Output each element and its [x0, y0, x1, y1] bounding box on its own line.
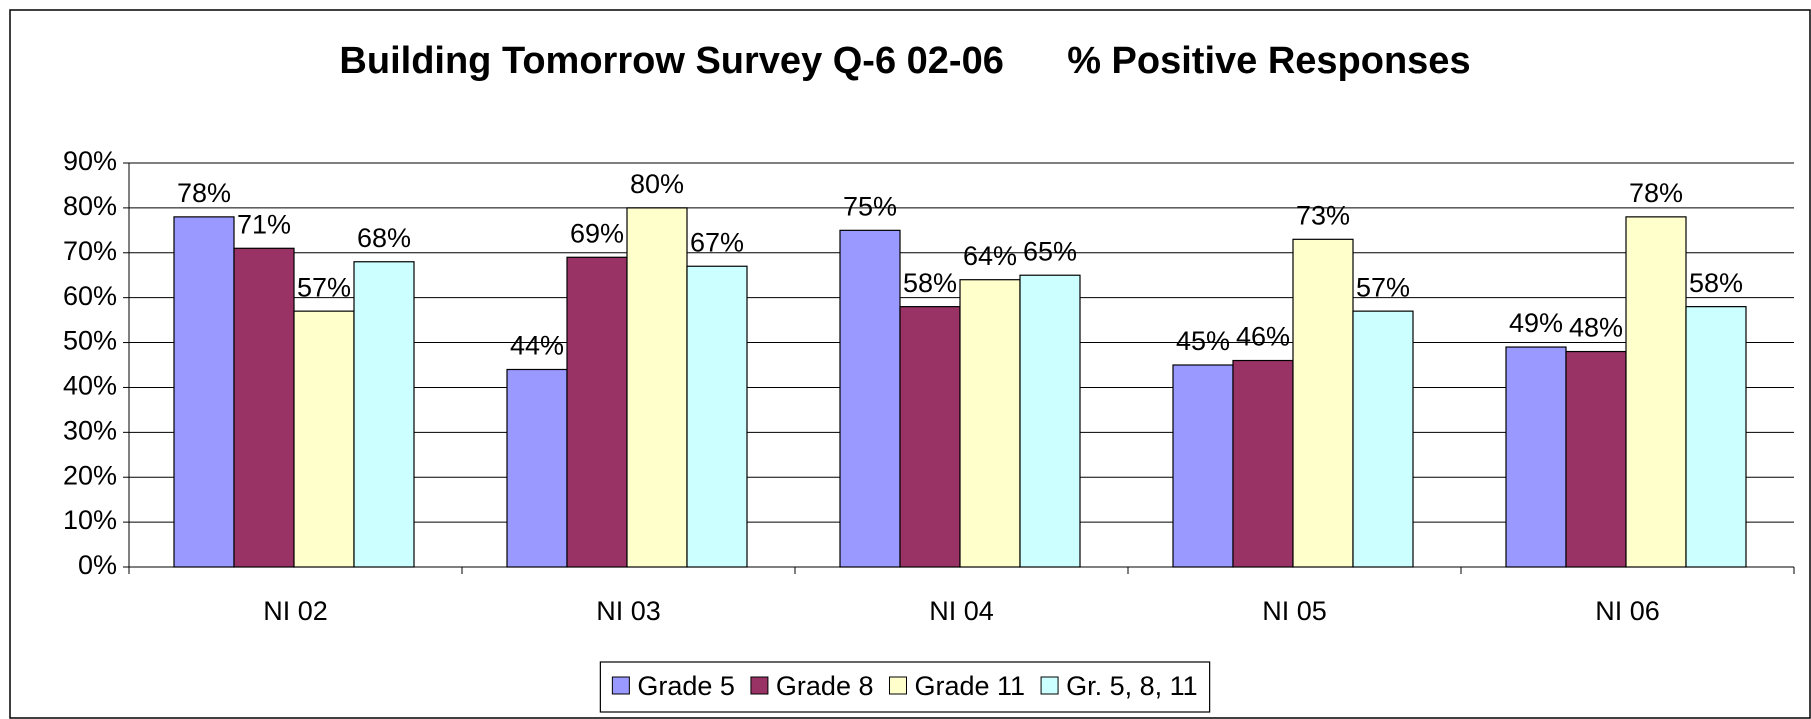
value-label: 68% — [357, 223, 411, 253]
bar — [686, 265, 748, 568]
value-label: 73% — [1296, 200, 1350, 230]
legend-swatch — [888, 676, 907, 695]
value-label: 45% — [1176, 326, 1230, 356]
bar — [233, 247, 295, 568]
value-label: 80% — [630, 169, 684, 199]
bar — [626, 207, 688, 568]
x-tick-label: NI 04 — [929, 596, 994, 626]
bar — [839, 229, 901, 568]
value-label: 78% — [1629, 178, 1683, 208]
chart-title: Building Tomorrow Survey Q-6 02-06 % Pos… — [339, 40, 1470, 82]
bar — [1232, 359, 1294, 568]
bar — [506, 368, 568, 568]
bar — [1019, 274, 1081, 568]
bar — [293, 310, 355, 568]
x-tick-label: NI 06 — [1595, 596, 1660, 626]
y-tick-label: 90% — [63, 146, 117, 176]
bar — [1565, 350, 1627, 568]
legend-swatch — [1040, 676, 1059, 695]
legend-label: Grade 11 — [914, 671, 1025, 701]
legend-label: Grade 8 — [776, 671, 874, 701]
legend-swatch — [611, 676, 630, 695]
y-tick-label: 30% — [63, 415, 117, 445]
legend-label: Grade 5 — [637, 671, 735, 701]
bar — [1292, 238, 1354, 568]
bar — [1172, 364, 1234, 568]
y-tick-label: 70% — [63, 236, 117, 266]
value-label: 46% — [1236, 322, 1290, 352]
value-label: 57% — [297, 272, 351, 302]
value-label: 78% — [177, 178, 231, 208]
bar — [173, 216, 235, 568]
y-tick-label: 40% — [63, 371, 117, 401]
value-label: 58% — [1689, 268, 1743, 298]
bar — [959, 279, 1021, 568]
y-tick-label: 60% — [63, 281, 117, 311]
legend-label: Gr. 5, 8, 11 — [1066, 671, 1198, 701]
bar — [1505, 346, 1567, 568]
y-tick-label: 20% — [63, 460, 117, 490]
y-tick-label: 50% — [63, 326, 117, 356]
legend-swatch — [750, 676, 769, 695]
value-label: 67% — [690, 227, 744, 257]
value-label: 75% — [843, 191, 897, 221]
y-tick-label: 10% — [63, 505, 117, 535]
value-label: 57% — [1356, 272, 1410, 302]
x-tick-label: NI 03 — [596, 596, 661, 626]
value-label: 69% — [570, 218, 624, 248]
bar — [1625, 216, 1687, 568]
bar — [1352, 310, 1414, 568]
bar — [566, 256, 628, 568]
bar — [1685, 306, 1747, 568]
x-tick-label: NI 05 — [1262, 596, 1327, 626]
y-tick-label: 0% — [78, 550, 117, 580]
bar — [899, 306, 961, 568]
value-label: 71% — [237, 209, 291, 239]
value-label: 64% — [963, 241, 1017, 271]
x-tick-label: NI 02 — [263, 596, 328, 626]
y-tick-label: 80% — [63, 191, 117, 221]
value-label: 58% — [903, 268, 957, 298]
value-label: 48% — [1569, 313, 1623, 343]
value-label: 65% — [1023, 236, 1077, 266]
value-label: 44% — [510, 331, 564, 361]
value-label: 49% — [1509, 308, 1563, 338]
bar — [353, 261, 415, 568]
